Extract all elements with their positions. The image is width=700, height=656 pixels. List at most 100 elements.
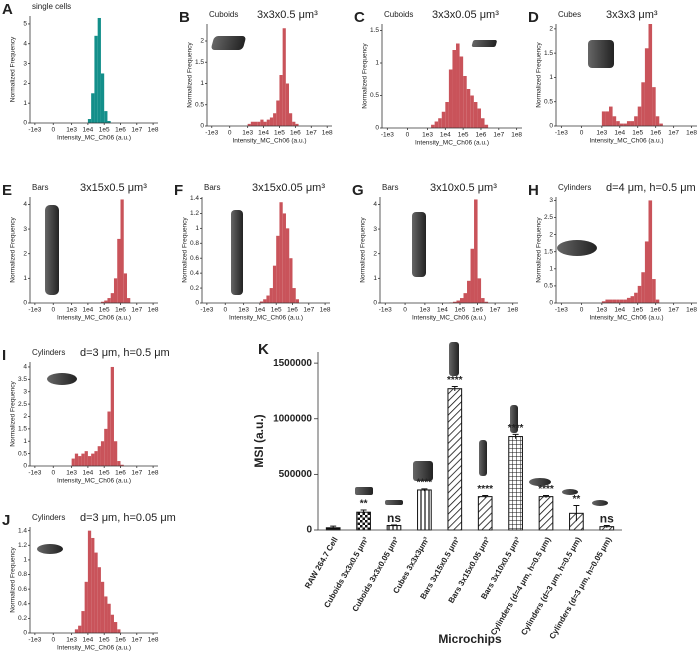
y-tick-label: 500000: [279, 469, 313, 480]
y-tick-label: 3: [23, 388, 27, 395]
y-tick-label: 0.2: [18, 615, 27, 622]
y-tick-label: 1.5: [195, 59, 204, 66]
significance-label: **: [573, 494, 581, 505]
panel-label: B: [179, 9, 190, 26]
y-tick-label: 2.5: [18, 401, 27, 408]
x-tick-label: 1e4: [614, 130, 625, 137]
y-tick-label: 2: [200, 38, 204, 45]
axis-frame: [380, 197, 518, 303]
histogram-bar: [435, 122, 439, 129]
histogram-bar: [460, 298, 464, 303]
histogram-bar: [286, 228, 289, 303]
x-tick-label: 1e7: [303, 307, 314, 314]
histogram-bar: [474, 199, 478, 303]
histogram-bar: [114, 278, 117, 303]
y-tick-label: 2.5: [544, 214, 553, 221]
histogram-bar: [649, 24, 653, 126]
histogram-bar: [620, 300, 624, 303]
y-tick-label: 0: [23, 463, 27, 470]
histogram-bar: [481, 298, 485, 303]
x-tick-label: 1e5: [99, 127, 110, 134]
x-tick-label: -1e3: [205, 130, 218, 137]
x-tick-label: 1e6: [476, 132, 487, 139]
panel-label: D: [528, 9, 539, 26]
y-tick-label: 2: [373, 250, 377, 257]
x-tick-label: 1e7: [131, 307, 142, 314]
histogram-bar: [101, 441, 104, 466]
x-tick-label: RAW 264.7 Cell: [303, 536, 340, 591]
histogram-bar: [474, 102, 478, 128]
icon: [211, 36, 247, 50]
histogram-bar: [478, 278, 482, 303]
x-tick-label: 1e8: [322, 130, 333, 137]
x-axis-label: Intensity_MC_Ch06 (a.u.): [57, 315, 131, 322]
histogram-bar: [623, 300, 627, 303]
histogram-bar: [634, 116, 638, 126]
histogram-bar: [107, 298, 110, 303]
histogram-bar: [467, 281, 471, 303]
y-tick-label: 0.5: [370, 92, 379, 99]
histogram-bar: [613, 300, 617, 303]
y-tick-label: 1000000: [273, 413, 312, 424]
histogram-bar: [91, 454, 94, 466]
x-tick-label: 1e8: [148, 470, 159, 477]
x-tick-label: 1e7: [668, 307, 679, 314]
x-tick-label: 1e3: [66, 637, 77, 644]
histogram-bar: [613, 116, 617, 126]
panel-subtitle: 3x15x0.5 μm³: [80, 182, 147, 194]
y-axis-label: Normalized Frequency: [360, 217, 367, 283]
x-tick-label: 0: [51, 127, 55, 134]
histogram-bar: [445, 102, 449, 128]
icon: [45, 205, 59, 295]
x-tick-label: 1e3: [596, 130, 607, 137]
significance-label: ****: [447, 375, 463, 386]
y-tick-label: 3: [549, 197, 553, 204]
y-tick-label: 0: [549, 300, 553, 307]
y-tick-label: 2: [23, 413, 27, 420]
y-tick-label: 0.2: [190, 285, 199, 292]
y-tick-label: 3: [373, 226, 377, 233]
histogram-bar: [656, 300, 660, 303]
y-tick-label: 1.5: [544, 50, 553, 57]
histogram-bar: [645, 48, 649, 126]
panel-title: Cuboids: [384, 10, 413, 19]
y-tick-label: 1.4: [190, 195, 199, 202]
axis-frame: [202, 197, 330, 303]
histogram-bar: [111, 293, 114, 303]
panel-label: H: [528, 182, 539, 199]
y-tick-label: 1: [549, 74, 553, 81]
x-axis-label: Microchips: [438, 632, 502, 646]
icon: [557, 240, 597, 256]
x-tick-label: 1e5: [99, 470, 110, 477]
significance-label: ****: [477, 484, 493, 495]
bar: [387, 526, 401, 530]
histogram-bar: [98, 446, 101, 466]
x-tick-label: -1e3: [555, 307, 568, 314]
histogram-bar: [91, 93, 94, 123]
histogram-bar: [260, 120, 263, 126]
y-tick-label: 0.5: [195, 101, 204, 108]
x-tick-label: 1e5: [99, 637, 110, 644]
histogram-bar: [263, 299, 266, 303]
histogram-bar: [98, 567, 101, 633]
histogram-bar: [602, 111, 606, 126]
y-tick-label: 3: [23, 226, 27, 233]
y-tick-label: 0.4: [18, 600, 27, 607]
x-tick-label: 1e5: [455, 307, 466, 314]
x-tick-label: -1e3: [28, 470, 41, 477]
y-tick-label: 1.2: [18, 542, 27, 549]
x-axis-label: Intensity_MC_Ch06 (a.u.): [57, 645, 131, 651]
histogram-bar: [460, 57, 464, 129]
y-tick-label: 0: [549, 123, 553, 130]
panel-title: single cells: [32, 2, 71, 11]
panel-subtitle: 3x10x0.5 μm³: [430, 182, 497, 194]
y-axis-label: Normalized Frequency: [362, 43, 369, 109]
x-tick-label: 1e7: [131, 470, 142, 477]
y-tick-label: 0.5: [544, 98, 553, 105]
x-tick-label: -1e3: [28, 307, 41, 314]
histogram-bar: [279, 75, 282, 126]
panel-subtitle: d=3 μm, h=0.05 μm: [80, 512, 176, 524]
histogram-bar: [111, 367, 114, 466]
y-tick-label: 3.5: [18, 376, 27, 383]
